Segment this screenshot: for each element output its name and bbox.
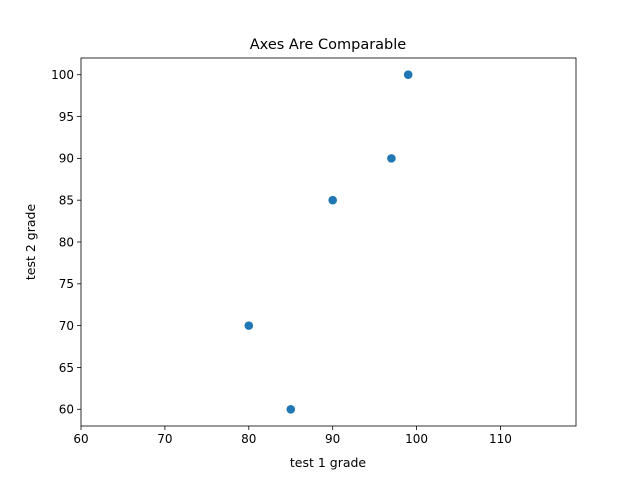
data-point: [387, 154, 396, 163]
y-tick-label: 80: [59, 235, 74, 249]
x-tick-label: 80: [241, 432, 256, 446]
y-tick-label: 95: [59, 110, 74, 124]
x-tick-label: 90: [325, 432, 340, 446]
y-tick-label: 60: [59, 403, 74, 417]
y-tick-label: 65: [59, 361, 74, 375]
y-axis-label: test 2 grade: [23, 204, 38, 281]
x-tick-label: 100: [405, 432, 428, 446]
chart-title: Axes Are Comparable: [250, 37, 407, 53]
y-tick-label: 90: [59, 152, 74, 166]
data-point: [244, 321, 254, 330]
axes-frame: [80, 57, 577, 427]
x-tick-label: 110: [489, 432, 512, 446]
x-tick-label: 70: [157, 432, 172, 446]
y-tick-label: 70: [59, 319, 74, 333]
y-tick-label: 85: [59, 193, 74, 207]
data-point: [403, 70, 413, 80]
x-tick-label: 60: [73, 432, 88, 446]
data-point: [328, 195, 337, 205]
plot-area: 60 70 80 90 100 110 60 65 70 75 80 85 90 95 100: [51, 57, 577, 446]
data-point: [286, 404, 296, 414]
y-tick-label: 100: [51, 68, 74, 82]
x-axis-label: test 1 grade: [290, 455, 367, 470]
y-tick-label: 75: [59, 277, 74, 291]
